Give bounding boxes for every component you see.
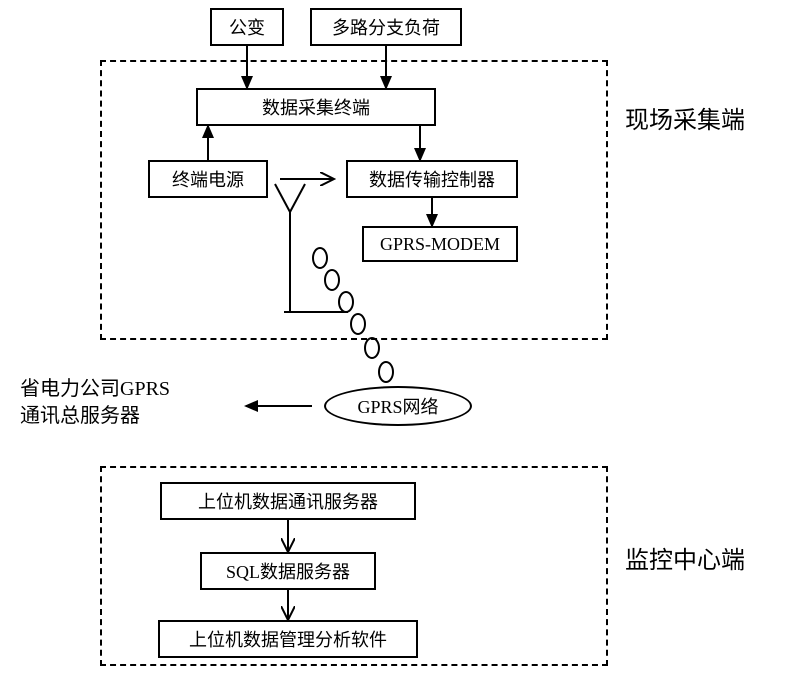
node-modem: GPRS-MODEM: [362, 226, 518, 262]
node-gprs-network: GPRS网络: [324, 386, 472, 426]
node-sql-server: SQL数据服务器: [200, 552, 376, 590]
node-provincial-server-label: 省电力公司GPRS通讯总服务器: [20, 376, 230, 430]
field-collection-label: 现场采集端: [625, 100, 745, 135]
node-mgmt-software: 上位机数据管理分析软件: [158, 620, 418, 658]
monitor-center-label: 监控中心端: [625, 540, 745, 575]
node-power: 终端电源: [148, 160, 268, 198]
node-multibranch: 多路分支负荷: [310, 8, 462, 46]
node-terminal: 数据采集终端: [196, 88, 436, 126]
node-gongbian: 公变: [210, 8, 284, 46]
node-controller: 数据传输控制器: [346, 160, 518, 198]
node-host-comm-server: 上位机数据通讯服务器: [160, 482, 416, 520]
